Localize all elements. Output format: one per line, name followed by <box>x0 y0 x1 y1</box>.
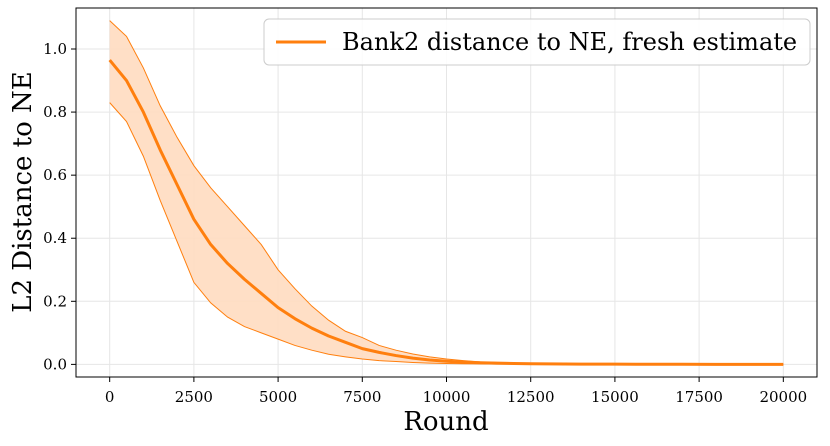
x-tick-label: 5000 <box>259 388 297 406</box>
x-tick-label: 12500 <box>507 388 555 406</box>
y-axis-label: L2 Distance to NE <box>8 71 38 313</box>
x-tick-label: 15000 <box>591 388 639 406</box>
series-line <box>108 59 784 366</box>
legend-entry-label: Bank2 distance to NE, fresh estimate <box>342 28 797 56</box>
x-tick-label: 7500 <box>343 388 381 406</box>
legend: Bank2 distance to NE, fresh estimate <box>263 18 811 66</box>
x-tick-label: 2500 <box>175 388 213 406</box>
y-tick-label: 0.4 <box>43 229 67 247</box>
x-axis-ticks: 0 2500 5000 7500 10000 12500 15000 17500 20000 <box>105 377 807 406</box>
y-tick-label: 0.6 <box>43 166 67 184</box>
series-line-layer <box>108 20 784 366</box>
x-axis-label: Round <box>403 407 488 437</box>
y-axis-ticks: 0.0 0.2 0.4 0.6 0.8 1.0 <box>43 40 76 373</box>
legend-box <box>263 18 811 66</box>
y-tick-label: 0.2 <box>43 292 67 310</box>
y-tick-label: 0.0 <box>43 355 67 373</box>
x-tick-label: 10000 <box>423 388 471 406</box>
x-tick-label: 20000 <box>759 388 807 406</box>
y-tick-label: 1.0 <box>43 40 67 58</box>
y-tick-label: 0.8 <box>43 103 67 121</box>
x-tick-label: 17500 <box>675 388 723 406</box>
x-tick-label: 0 <box>105 388 115 406</box>
confidence-band-layer <box>109 20 784 365</box>
confidence-band <box>109 20 784 365</box>
